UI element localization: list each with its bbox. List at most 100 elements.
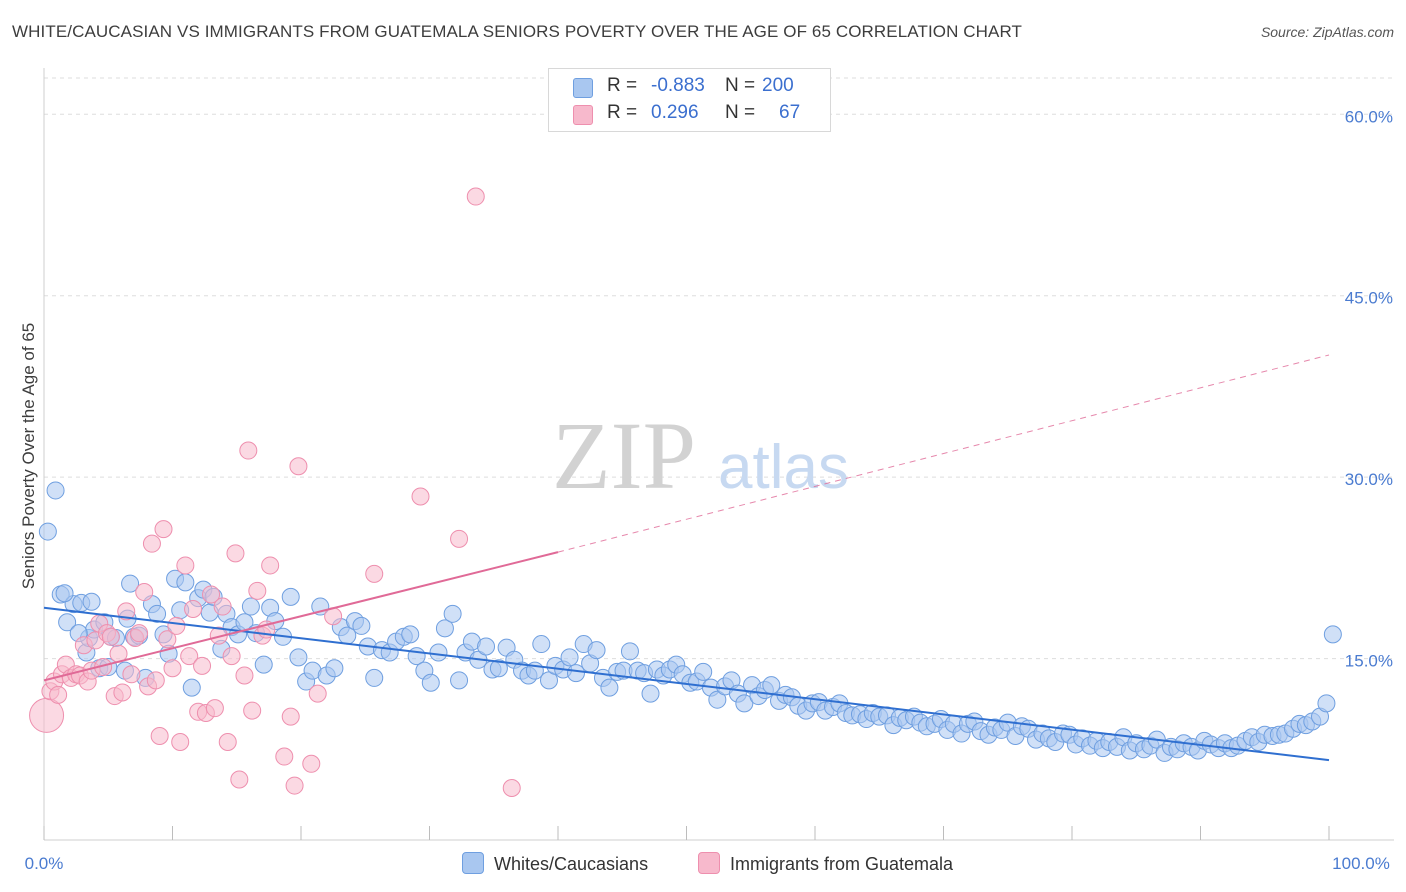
bottom-legend-whites: Whites/Caucasians [462,852,648,875]
legend-row-whites: R = -0.883 N = 200 [549,74,830,100]
data-point-whites [566,664,585,683]
data-point-guatemala [49,685,68,704]
data-point-guatemala [154,520,173,539]
legend-r-value: -0.883 [651,75,705,96]
watermark: ZIP atlas [552,402,849,509]
data-point-whites [587,641,606,660]
data-point-whites [641,684,660,703]
y-tick-label: 15.0% [1345,652,1393,671]
data-point-guatemala [226,544,245,563]
bottom-legend-label-guatemala: Immigrants from Guatemala [730,854,954,874]
data-point-guatemala [450,529,469,548]
data-point-whites [176,573,195,592]
data-point-guatemala [184,599,203,618]
data-point-guatemala [502,778,521,797]
data-point-guatemala [411,487,430,506]
data-point-whites [560,648,579,667]
data-point-guatemala [142,534,161,553]
legend-swatch-guatemala [573,105,593,125]
data-point-whites [708,690,727,709]
data-point-whites [421,673,440,692]
data-point-guatemala [117,602,136,621]
data-point-guatemala [466,187,485,206]
data-point-whites [254,655,273,674]
data-point-whites [489,659,508,678]
bottom-legend-swatch-whites [462,852,484,874]
data-point-guatemala [176,556,195,575]
y-tick-label: 45.0% [1345,289,1393,308]
data-point-guatemala [146,671,165,690]
data-point-guatemala [180,647,199,666]
source-label: Source: ZipAtlas.com [1260,24,1394,40]
data-point-whites [620,642,639,661]
data-point-guatemala [248,581,267,600]
legend-r-label: R = [607,102,638,123]
gridlines [44,77,1394,660]
watermark-atlas: atlas [718,433,849,502]
data-point-whites [429,643,448,662]
y-tick-label: 60.0% [1345,107,1393,126]
trend-lines [43,354,1330,762]
y-tick-label: 30.0% [1345,470,1393,489]
series-whites-points [38,481,1342,762]
data-point-guatemala [275,747,294,766]
chart-title: WHITE/CAUCASIAN VS IMMIGRANTS FROM GUATE… [12,22,1023,41]
data-point-guatemala [213,597,232,616]
data-point-guatemala [285,776,304,795]
data-point-guatemala [281,707,300,726]
legend-swatch-whites [573,78,593,98]
axes [43,68,1394,841]
data-point-whites [365,668,384,687]
data-point-guatemala [163,659,182,678]
data-point-whites [450,671,469,690]
data-point-guatemala [239,441,258,460]
bottom-legend-guatemala: Immigrants from Guatemala [698,852,953,875]
data-point-whites [148,604,167,623]
series-guatemala-points [29,187,521,797]
data-point-whites [325,659,344,678]
data-point-whites [694,662,713,681]
data-point-guatemala [243,701,262,720]
bottom-legend-label-whites: Whites/Caucasians [494,854,649,874]
trend-line-guatemala [43,551,559,682]
data-point-guatemala [261,556,280,575]
legend-n-label: N = [725,75,756,96]
data-point-whites [443,604,462,623]
data-point-whites [600,678,619,697]
data-point-whites [121,574,140,593]
data-point-guatemala [202,585,221,604]
data-point-guatemala [218,733,237,752]
trend-line-whites [43,606,1330,762]
data-point-guatemala [193,656,212,675]
data-point-whites [477,637,496,656]
data-point-guatemala [302,754,321,773]
trend-line-guatemala-extension [557,354,1330,553]
data-point-guatemala [167,616,186,635]
data-point-whites [58,613,77,632]
data-point-whites [82,592,101,611]
data-point-whites [182,678,201,697]
data-point-whites [1323,625,1342,644]
legend-r-label: R = [607,75,638,96]
data-point-whites [435,619,454,638]
data-point-whites [532,635,551,654]
legend-n-value: 67 [779,102,801,123]
data-point-whites [241,597,260,616]
data-point-whites [38,522,57,541]
data-point-guatemala [101,627,120,646]
legend: R = -0.883 N = 200 R = 0.296 N = 67 [548,68,831,132]
legend-row-guatemala: R = 0.296 N = 67 [549,101,830,127]
data-point-guatemala [122,665,141,684]
legend-n-label: N = [725,102,756,123]
data-point-whites [735,694,754,713]
data-point-guatemala [205,699,224,718]
bottom-legend-swatch-guatemala [698,852,720,874]
y-axis-label: Seniors Poverty Over the Age of 65 [19,323,38,589]
data-point-whites [289,648,308,667]
data-point-guatemala [235,666,254,685]
data-point-guatemala [171,733,190,752]
watermark-zip: ZIP [552,402,696,509]
data-point-whites [401,625,420,644]
data-point-guatemala [113,683,132,702]
